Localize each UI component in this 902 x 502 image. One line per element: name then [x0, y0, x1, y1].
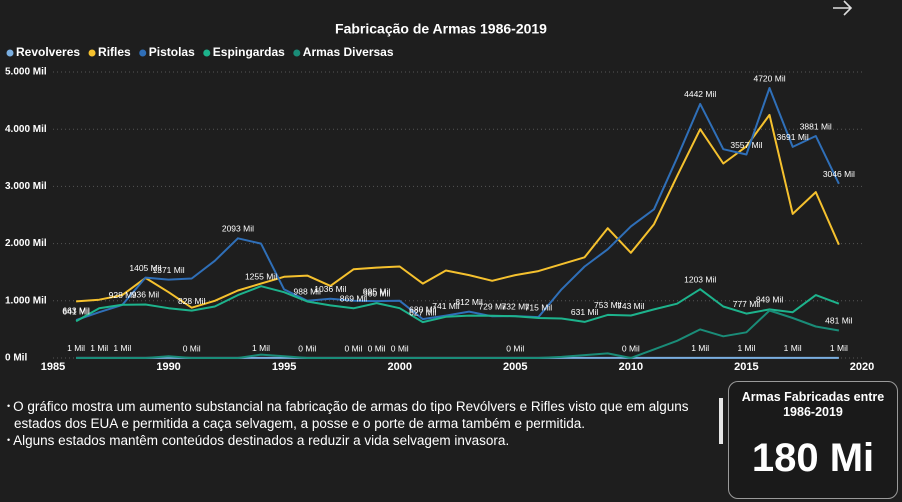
expand-arrow[interactable]: [833, 0, 853, 16]
data-label: 753 Mil: [594, 300, 622, 310]
data-label: 812 Mil: [455, 297, 483, 307]
data-label: 960 Mil: [363, 288, 391, 298]
data-label: 1 Mil: [67, 343, 85, 353]
data-label: 3046 Mil: [823, 169, 855, 179]
data-label: 928 Mil: [109, 290, 137, 300]
card-title: Armas Fabricadas entre 1986-2019: [741, 390, 885, 419]
data-label: 4442 Mil: [684, 89, 716, 99]
data-label: 641 Mil: [62, 307, 90, 317]
data-label: 2093 Mil: [222, 224, 254, 234]
data-label: 3691 Mil: [777, 132, 809, 142]
data-label: 680 Mil: [409, 304, 437, 314]
data-label: 1036 Mil: [314, 284, 346, 294]
legend-marker: [88, 49, 96, 57]
legend-marker: [139, 49, 147, 57]
legend-marker: [203, 49, 211, 57]
data-label: 3557 Mil: [730, 140, 762, 150]
data-label: 3881 Mil: [800, 121, 832, 131]
legend-label: Rifles: [98, 45, 131, 59]
data-label: 936 Mil: [132, 290, 160, 300]
data-label: 0 Mil: [622, 343, 640, 353]
y-tick-label: 5.000 Mil: [5, 67, 47, 78]
series-line: [75, 285, 840, 324]
notes: O gráfico mostra um aumento substancial …: [4, 398, 716, 449]
data-label: 1203 Mil: [684, 274, 716, 284]
data-label: 732 Mil: [502, 301, 530, 311]
data-label: 627 Mil: [409, 307, 437, 317]
data-label: 743 Mil: [617, 301, 645, 311]
x-tick-label: 1985: [41, 361, 65, 373]
x-tick-label: 2010: [619, 361, 643, 373]
chart-title: Fabricação de Armas 1986-2019: [335, 21, 547, 37]
data-label: 0 Mil: [506, 343, 524, 353]
data-label: 828 Mil: [178, 296, 206, 306]
legend-label: Revolveres: [16, 45, 80, 59]
data-label: 663 Mil: [62, 305, 90, 315]
data-label: 869 Mil: [340, 294, 368, 304]
data-label: 1255 Mil: [245, 271, 277, 281]
x-tick-label: 2005: [503, 361, 527, 373]
data-label: 729 Mil: [478, 302, 506, 312]
kpi-card: Armas Fabricadas entre 1986-2019 180 Mi: [728, 381, 898, 499]
x-tick-label: 1990: [156, 361, 180, 373]
y-tick-label: 2.000 Mil: [5, 238, 47, 249]
data-label: 0 Mil: [183, 343, 201, 353]
data-label: 1 Mil: [830, 343, 848, 353]
series-line: [75, 87, 840, 322]
data-label: 988 Mil: [294, 287, 322, 297]
y-tick-label: 4.000 Mil: [5, 124, 47, 135]
data-label: 481 Mil: [825, 316, 853, 326]
legend-label: Pistolas: [149, 45, 195, 59]
data-label: 1 Mil: [691, 343, 709, 353]
y-tick-label: 0 Mil: [5, 353, 27, 364]
y-tick-label: 3.000 Mil: [5, 181, 47, 192]
data-label: 1 Mil: [252, 343, 270, 353]
series-line: [76, 113, 840, 309]
x-tick-label: 2015: [734, 361, 758, 373]
data-label: 1 Mil: [90, 343, 108, 353]
data-label: 777 Mil: [733, 299, 761, 309]
data-label: 631 Mil: [571, 307, 599, 317]
data-label: 1 Mil: [113, 343, 131, 353]
data-label: 1405 Mil: [129, 263, 161, 273]
legend-label: Espingardas: [213, 45, 285, 59]
data-label: 1 Mil: [737, 343, 755, 353]
data-label: 0 Mil: [391, 343, 409, 353]
divider: [719, 398, 723, 444]
x-tick-label: 2020: [850, 361, 874, 373]
card-value: 180 Mi: [751, 436, 875, 480]
data-label: 995 Mil: [363, 286, 391, 296]
legend-marker: [6, 49, 14, 57]
x-tick-label: 2000: [387, 361, 411, 373]
data-label: 1 Mil: [784, 343, 802, 353]
series-line: [76, 309, 840, 359]
note: O gráfico mostra um aumento substancial …: [4, 398, 716, 432]
data-label: 715 Mil: [525, 302, 553, 312]
x-tick-label: 1995: [272, 361, 296, 373]
data-label: 849 Mil: [756, 295, 784, 305]
data-label: 0 Mil: [368, 343, 386, 353]
data-label: 0 Mil: [298, 343, 316, 353]
data-label: 4720 Mil: [753, 73, 785, 83]
chart: Fabricação de Armas 1986-2019 0 Mil 1.000…: [5, 0, 874, 373]
legend-marker: [293, 49, 301, 57]
legend-label: Armas Diversas: [303, 45, 394, 59]
data-label: 741 Mil: [432, 301, 460, 311]
data-label: 0 Mil: [345, 343, 363, 353]
y-tick-label: 1.000 Mil: [5, 295, 47, 306]
note: Alguns estados mantêm conteúdos destinad…: [4, 432, 716, 449]
data-label: 1371 Mil: [153, 265, 185, 275]
